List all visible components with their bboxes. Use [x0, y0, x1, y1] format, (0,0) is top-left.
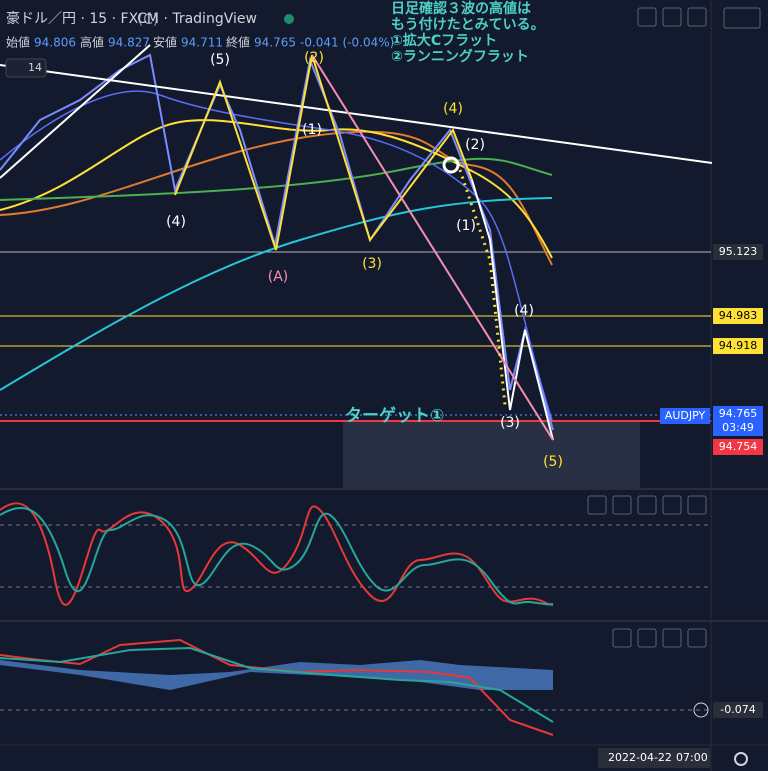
wave-label: (4)	[166, 214, 186, 230]
price-tag	[713, 702, 763, 718]
macd-line	[0, 646, 554, 723]
wave-label: (A)	[268, 269, 289, 285]
wave-label: (1)	[302, 122, 322, 138]
wave-line	[311, 54, 554, 441]
add-button[interactable]	[693, 702, 709, 718]
moving-average	[0, 90, 553, 421]
annotation: 日足確認３波の高値は	[391, 0, 531, 17]
target-label: ターゲット①	[345, 405, 444, 426]
symbol-tag-text: AUDJPY	[665, 409, 706, 422]
ohlc-value: 94.827	[108, 36, 150, 50]
price-tag	[713, 406, 763, 436]
macd-histogram	[0, 660, 553, 690]
trendline	[0, 44, 151, 179]
wave-label: (3)	[500, 415, 520, 431]
annotation: もう付けたとみている。	[391, 16, 545, 33]
bid-price: 94.754	[719, 440, 758, 453]
ohlc-label: 安値	[153, 35, 177, 50]
status-dot	[284, 14, 294, 24]
ohlc-label: 始値	[6, 35, 30, 50]
macd-value: -0.074	[720, 703, 755, 716]
symbol-title: 豪ドル／円 · 15 · FXCM · TradingView	[6, 11, 257, 27]
countdown: 03:49	[722, 421, 754, 434]
wave-label: (C)	[138, 12, 159, 28]
price-tag	[713, 308, 763, 324]
wave-label: (3)	[362, 256, 382, 272]
annotation: ②ランニングフラット	[391, 48, 529, 65]
stoch-k	[0, 502, 554, 606]
price-path	[0, 53, 554, 431]
ohlc-value: 94.711	[181, 36, 223, 50]
time-tag	[598, 748, 710, 768]
ohlc-label: 終値	[226, 35, 250, 50]
price-tag	[713, 338, 763, 354]
moving-average	[0, 119, 553, 259]
ohlc-value: 94.765	[254, 36, 296, 50]
wave-label: (2)	[304, 50, 324, 66]
price-tag-text: 95.123	[719, 245, 758, 258]
trendline	[0, 64, 713, 164]
button[interactable]	[662, 495, 682, 515]
button[interactable]	[662, 7, 682, 27]
symbol-tag	[660, 408, 710, 424]
ohlc-label: 高値	[80, 35, 104, 50]
last-price: 94.765	[719, 407, 758, 420]
annotation: ①拡大Cフラット	[391, 32, 497, 49]
price-tag	[713, 439, 763, 455]
stoch-d	[0, 507, 554, 606]
button[interactable]	[612, 495, 632, 515]
button[interactable]	[723, 7, 761, 29]
wave-label: (2)	[465, 137, 485, 153]
button[interactable]	[637, 7, 657, 27]
price-tag-text: 94.983	[719, 309, 758, 322]
button[interactable]	[612, 628, 632, 648]
wave-label: (4)	[514, 303, 534, 319]
price-tag	[713, 244, 763, 260]
price-tag-text: 94.918	[719, 339, 758, 352]
wave-label: (5)	[543, 454, 563, 470]
moving-average	[0, 197, 553, 391]
ohlc-change: -0.041 (-0.04%)	[300, 36, 394, 50]
button[interactable]	[662, 628, 682, 648]
button[interactable]	[687, 7, 707, 27]
indicator-toggle[interactable]	[5, 58, 47, 78]
target-zone	[343, 421, 640, 488]
indicator-value: 14	[28, 61, 42, 74]
button[interactable]	[637, 628, 657, 648]
button[interactable]	[687, 495, 707, 515]
moving-average	[0, 157, 553, 201]
wave-label: (5)	[210, 52, 230, 68]
time-time: 07:00	[676, 751, 708, 764]
settings-button[interactable]	[734, 752, 748, 766]
time-date: 2022-04-22	[608, 751, 672, 764]
marker	[442, 156, 460, 174]
wave-line	[471, 179, 554, 441]
wave-label: (4)	[443, 101, 463, 117]
button[interactable]	[637, 495, 657, 515]
wave-label: (1)	[456, 218, 476, 234]
button[interactable]	[587, 495, 607, 515]
ohlc-value: 94.806	[34, 36, 76, 50]
button[interactable]	[687, 628, 707, 648]
moving-average	[0, 130, 553, 266]
